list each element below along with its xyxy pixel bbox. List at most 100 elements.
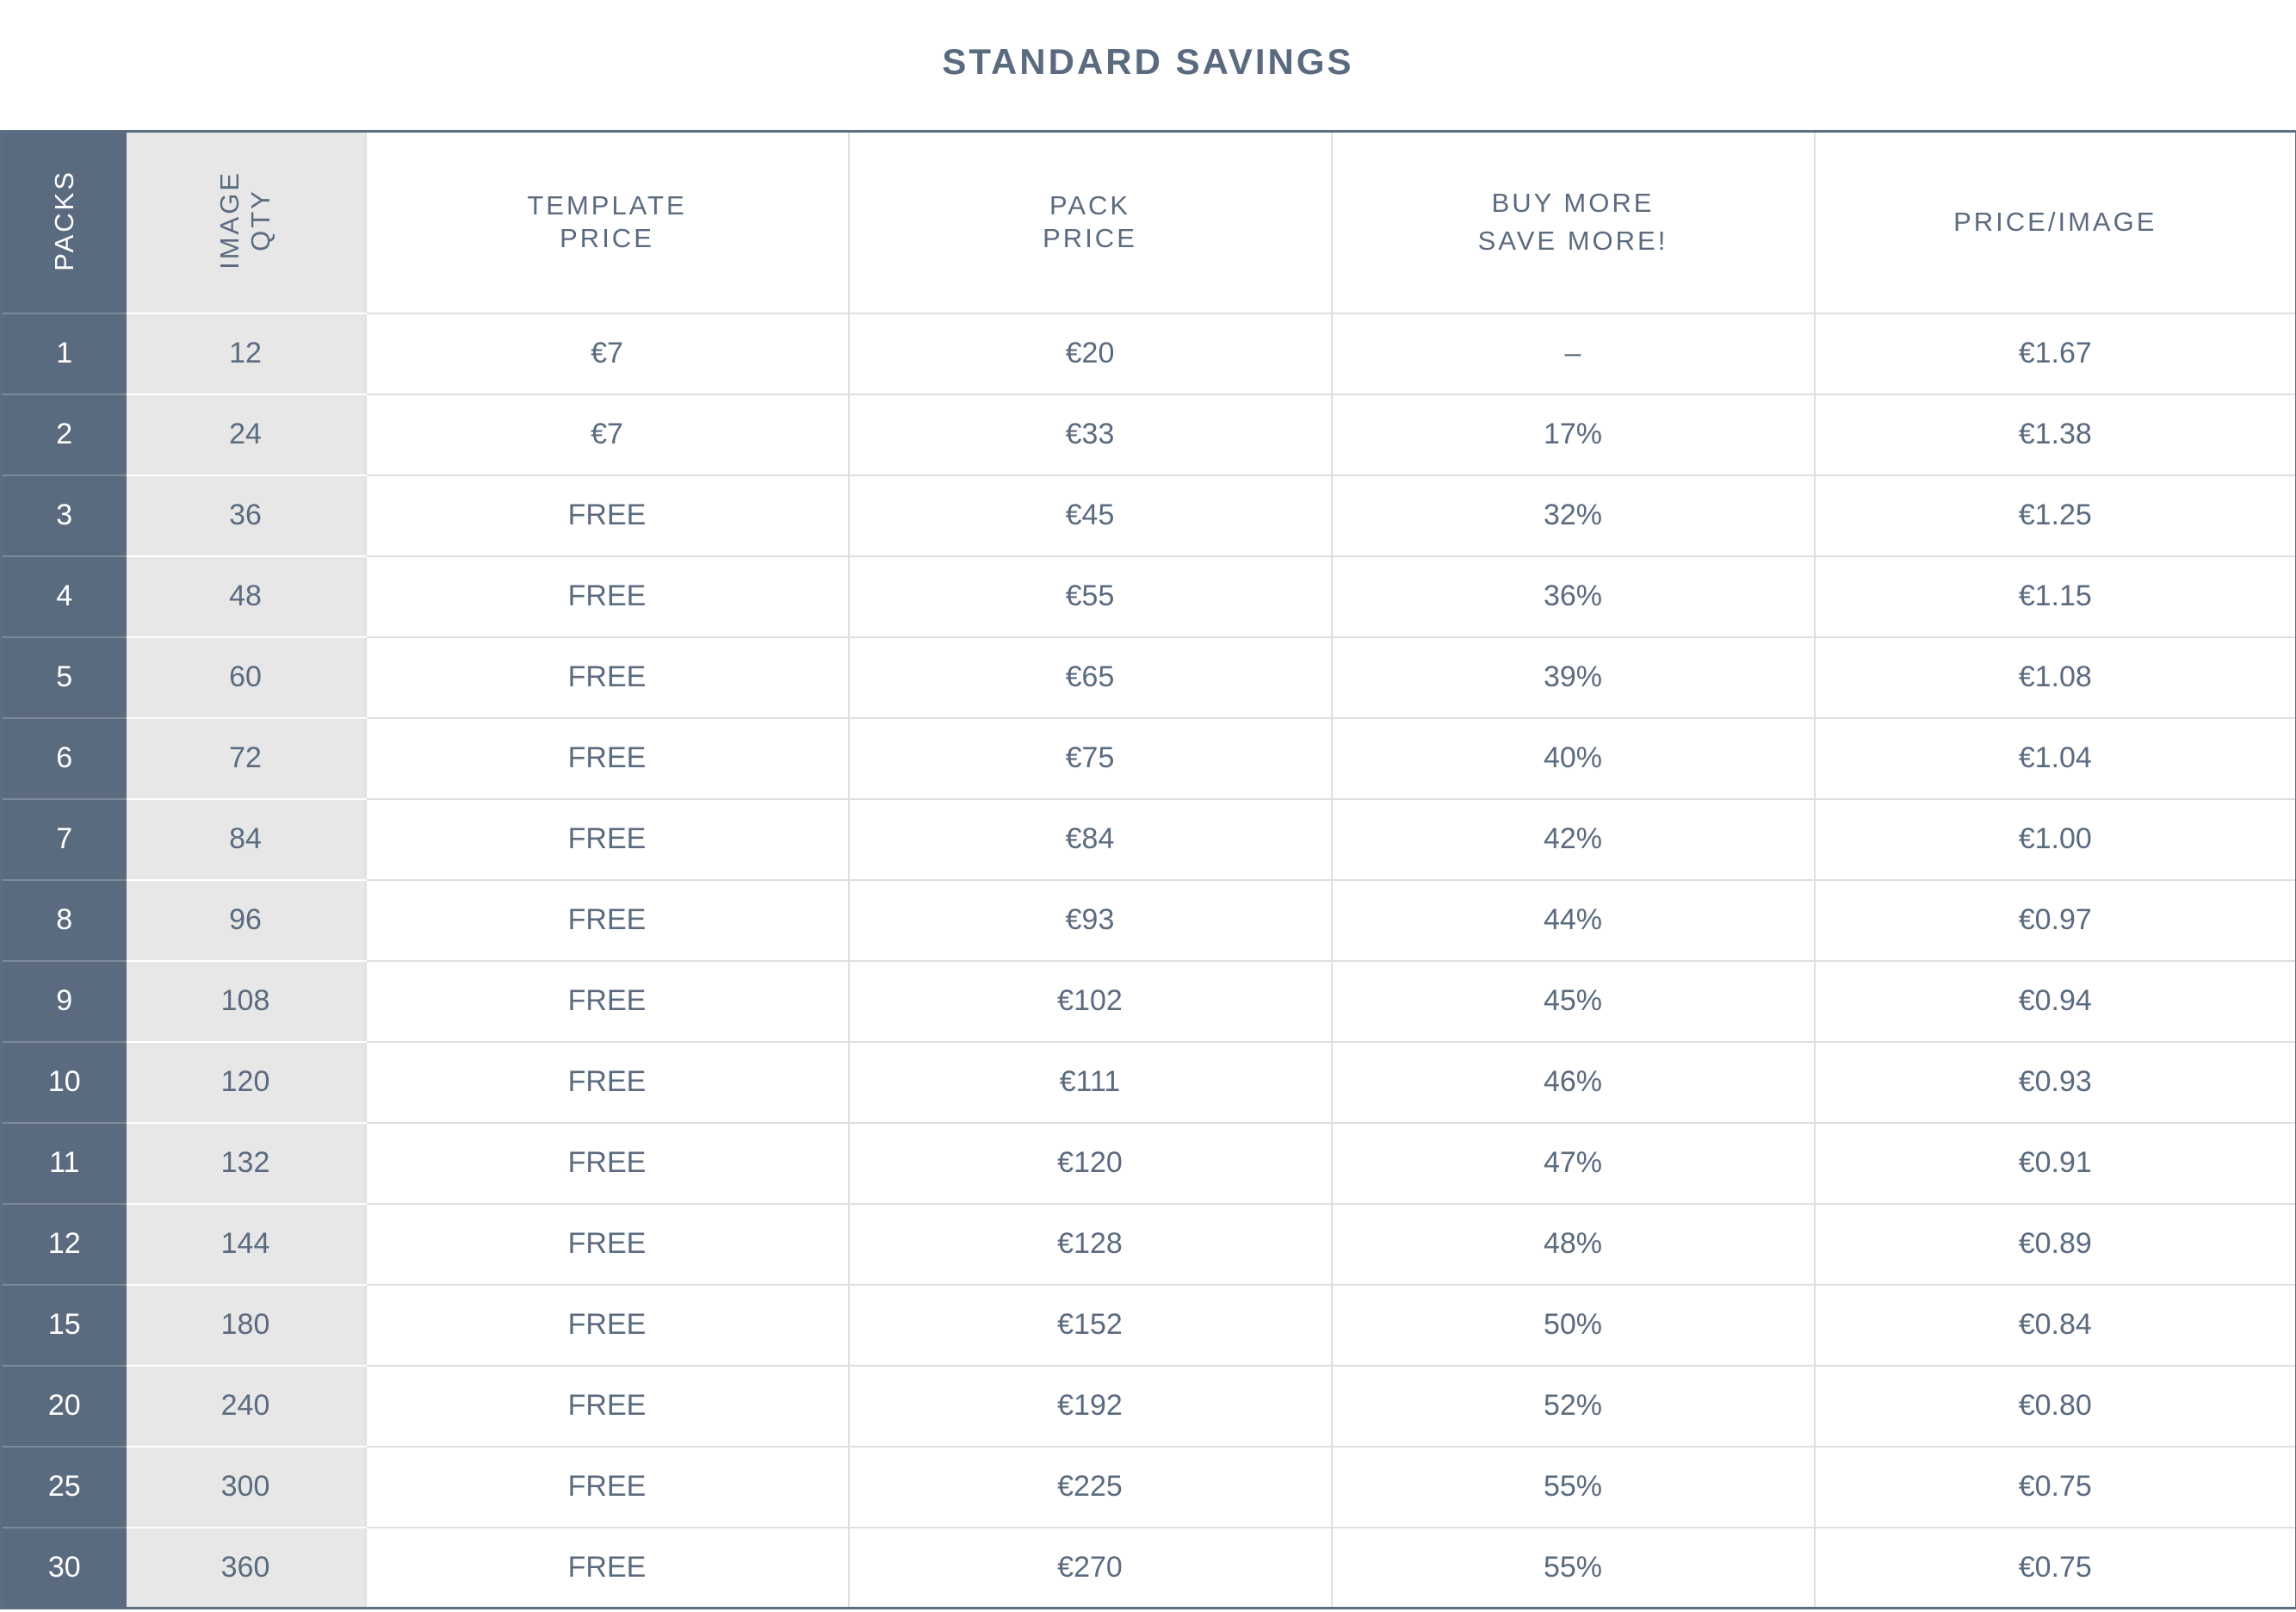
cell-pack-price: €128	[847, 1203, 1332, 1286]
cell-packs: 6	[1, 717, 127, 800]
table-row: 11 132 FREE €120 47% €0.91	[1, 1122, 2296, 1205]
header-buy-more-save-more: BUY MORE SAVE MORE!	[1330, 131, 1815, 314]
cell-savings: –	[1330, 313, 1815, 395]
cell-savings: 42%	[1330, 798, 1815, 881]
table-row: 3 36 FREE €45 32% €1.25	[1, 474, 2296, 557]
cell-template-price: FREE	[364, 960, 849, 1043]
cell-price-per-image: €1.15	[1813, 555, 2296, 638]
cell-image-qty: 60	[126, 636, 366, 719]
cell-packs: 7	[1, 798, 127, 881]
cell-template-price: €7	[364, 394, 849, 476]
cell-pack-price: €93	[847, 879, 1332, 962]
cell-template-price: FREE	[364, 1365, 849, 1448]
cell-image-qty: 12	[126, 313, 366, 395]
cell-image-qty: 24	[126, 394, 366, 476]
cell-price-per-image: €0.80	[1813, 1365, 2296, 1448]
cell-pack-price: €225	[847, 1446, 1332, 1528]
cell-packs: 12	[1, 1203, 127, 1286]
cell-template-price: FREE	[364, 717, 849, 800]
table-row: 10 120 FREE €111 46% €0.93	[1, 1041, 2296, 1124]
cell-price-per-image: €0.97	[1813, 879, 2296, 962]
cell-pack-price: €192	[847, 1365, 1332, 1448]
cell-pack-price: €111	[847, 1041, 1332, 1124]
cell-pack-price: €120	[847, 1122, 1332, 1205]
cell-packs: 3	[1, 474, 127, 557]
header-pack-price: PACK PRICE	[847, 131, 1332, 314]
cell-pack-price: €75	[847, 717, 1332, 800]
cell-savings: 32%	[1330, 474, 1815, 557]
cell-pack-price: €270	[847, 1527, 1332, 1609]
cell-savings: 55%	[1330, 1527, 1815, 1609]
table-row: 7 84 FREE €84 42% €1.00	[1, 798, 2296, 881]
cell-template-price: FREE	[364, 1527, 849, 1609]
cell-savings: 46%	[1330, 1041, 1815, 1124]
header-image-qty-line1: IMAGE	[214, 170, 244, 270]
cell-savings: 36%	[1330, 555, 1815, 638]
cell-savings: 48%	[1330, 1203, 1815, 1286]
table-row: 15 180 FREE €152 50% €0.84	[1, 1284, 2296, 1367]
table-row: 12 144 FREE €128 48% €0.89	[1, 1203, 2296, 1286]
table-row: 20 240 FREE €192 52% €0.80	[1, 1365, 2296, 1448]
table-row: 9 108 FREE €102 45% €0.94	[1, 960, 2296, 1043]
header-buy-more-line1: BUY MORE	[1491, 188, 1655, 219]
header-pack-price-line2: PRICE	[1043, 223, 1137, 254]
cell-pack-price: €84	[847, 798, 1332, 881]
cell-image-qty: 132	[126, 1122, 366, 1205]
table-row: 2 24 €7 €33 17% €1.38	[1, 394, 2296, 476]
cell-price-per-image: €1.00	[1813, 798, 2296, 881]
cell-template-price: FREE	[364, 1284, 849, 1367]
cell-template-price: FREE	[364, 636, 849, 719]
cell-pack-price: €102	[847, 960, 1332, 1043]
cell-price-per-image: €1.25	[1813, 474, 2296, 557]
cell-price-per-image: €1.67	[1813, 313, 2296, 395]
cell-template-price: FREE	[364, 1122, 849, 1205]
cell-packs: 5	[1, 636, 127, 719]
table-body: 1 12 €7 €20– €1.67 2 24 €7 €33 17% €1.38 3 36 FREE €45…	[1, 313, 2296, 1609]
cell-price-per-image: €0.84	[1813, 1284, 2296, 1367]
table-header-row: PACKS IMAGE QTY TEMPLATE PRICE PACK PRIC…	[1, 131, 2296, 314]
cell-image-qty: 36	[126, 474, 366, 557]
header-template-price: TEMPLATE PRICE	[364, 131, 849, 314]
cell-savings: 50%	[1330, 1284, 1815, 1367]
cell-price-per-image: €0.75	[1813, 1527, 2296, 1609]
header-image-qty: IMAGE QTY	[126, 131, 366, 314]
cell-pack-price: €65	[847, 636, 1332, 719]
table-row: 25 300 FREE €225 55% €0.75	[1, 1446, 2296, 1528]
cell-packs: 20	[1, 1365, 127, 1448]
pricing-table: PACKS IMAGE QTY TEMPLATE PRICE PACK PRIC…	[0, 130, 2296, 1609]
cell-image-qty: 120	[126, 1041, 366, 1124]
cell-template-price: FREE	[364, 474, 849, 557]
table-row: 30 360 FREE €270 55% €0.75	[1, 1527, 2296, 1609]
cell-pack-price: €20	[847, 313, 1332, 395]
cell-pack-price: €33	[847, 394, 1332, 476]
header-price-per-image: PRICE/IMAGE	[1813, 131, 2296, 314]
cell-savings: 47%	[1330, 1122, 1815, 1205]
cell-image-qty: 108	[126, 960, 366, 1043]
cell-image-qty: 240	[126, 1365, 366, 1448]
header-pack-price-line1: PACK	[1049, 190, 1131, 221]
cell-template-price: FREE	[364, 1446, 849, 1528]
cell-price-per-image: €1.04	[1813, 717, 2296, 800]
cell-price-per-image: €1.38	[1813, 394, 2296, 476]
cell-template-price: FREE	[364, 798, 849, 881]
cell-packs: 9	[1, 960, 127, 1043]
header-packs: PACKS	[1, 131, 127, 314]
cell-savings: 55%	[1330, 1446, 1815, 1528]
table-row: 5 60 FREE €65 39% €1.08	[1, 636, 2296, 719]
cell-template-price: FREE	[364, 555, 849, 638]
cell-image-qty: 72	[126, 717, 366, 800]
cell-packs: 11	[1, 1122, 127, 1205]
cell-packs: 1	[1, 313, 127, 395]
cell-price-per-image: €1.08	[1813, 636, 2296, 719]
cell-image-qty: 144	[126, 1203, 366, 1286]
cell-template-price: FREE	[364, 879, 849, 962]
cell-image-qty: 180	[126, 1284, 366, 1367]
cell-savings: 40%	[1330, 717, 1815, 800]
cell-packs: 25	[1, 1446, 127, 1528]
cell-packs: 15	[1, 1284, 127, 1367]
cell-savings: 39%	[1330, 636, 1815, 719]
table-row: 4 48 FREE €55 36% €1.15	[1, 555, 2296, 638]
cell-template-price: €7	[364, 313, 849, 395]
cell-template-price: FREE	[364, 1041, 849, 1124]
cell-image-qty: 96	[126, 879, 366, 962]
